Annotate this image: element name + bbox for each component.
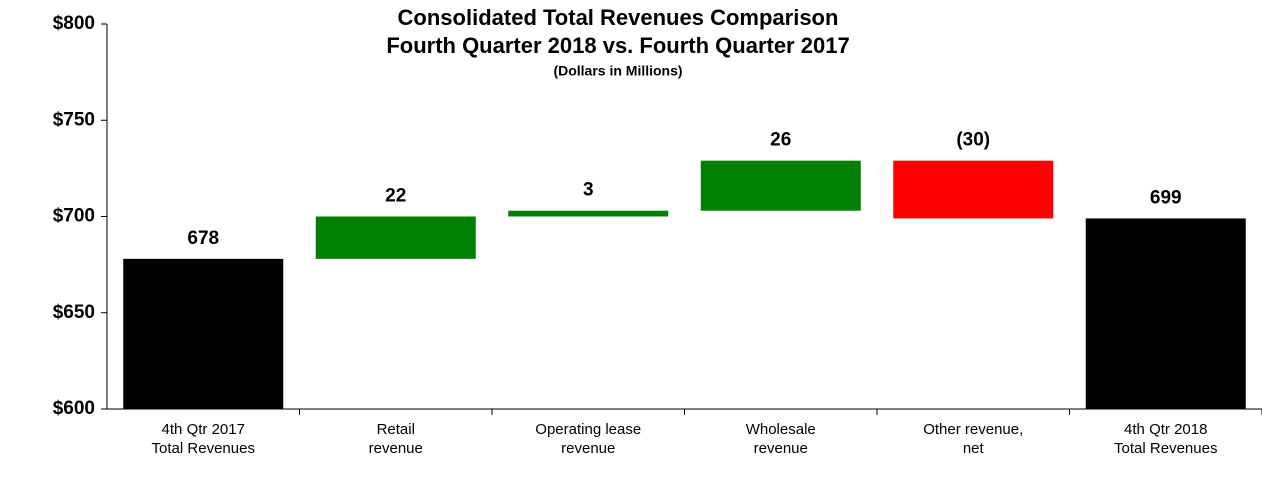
chart-note: (Dollars in Millions): [553, 63, 682, 79]
x-tick-label: Retail revenue: [368, 421, 423, 457]
bar: [1085, 218, 1246, 409]
bar: [315, 216, 476, 259]
value-label: (30): [956, 130, 990, 151]
value-label: 3: [583, 180, 594, 201]
bar: [700, 160, 861, 211]
y-tick-label: $700: [53, 206, 95, 227]
x-tick-label: 4th Qtr 2017 Total Revenues: [151, 421, 255, 457]
x-tick-label: 4th Qtr 2018 Total Revenues: [1114, 421, 1218, 457]
chart-subtitle: Fourth Quarter 2018 vs. Fourth Quarter 2…: [386, 33, 849, 58]
bar: [893, 160, 1054, 219]
chart-title: Consolidated Total Revenues Comparison: [398, 5, 839, 30]
value-label: 678: [187, 228, 219, 249]
x-tick-label: Other revenue, net: [923, 421, 1024, 457]
bar: [123, 258, 284, 409]
value-label: 699: [1150, 187, 1182, 208]
y-tick-label: $800: [53, 13, 95, 34]
bar: [508, 210, 669, 217]
y-tick-label: $750: [53, 109, 95, 130]
value-label: 26: [770, 130, 791, 151]
y-tick-label: $650: [53, 302, 95, 323]
x-tick-label: Wholesale revenue: [745, 421, 816, 457]
value-label: 22: [385, 186, 406, 207]
y-tick-label: $600: [53, 398, 95, 419]
x-tick-label: Operating lease revenue: [535, 421, 642, 457]
